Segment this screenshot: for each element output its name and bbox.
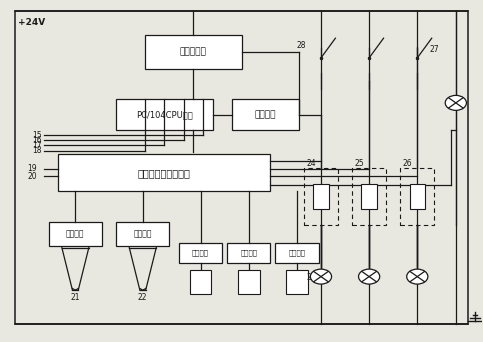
Bar bbox=[232, 100, 299, 130]
Text: 18: 18 bbox=[32, 146, 42, 155]
Bar bbox=[179, 242, 222, 263]
Bar bbox=[352, 168, 386, 225]
Circle shape bbox=[358, 269, 380, 284]
Bar bbox=[275, 242, 319, 263]
Bar bbox=[116, 100, 213, 130]
Circle shape bbox=[445, 95, 467, 110]
Text: 信号调理: 信号调理 bbox=[288, 249, 305, 256]
Bar bbox=[313, 184, 328, 209]
Text: 28: 28 bbox=[297, 41, 306, 50]
Text: +24V: +24V bbox=[17, 18, 45, 27]
Bar bbox=[145, 35, 242, 69]
Bar bbox=[304, 168, 338, 225]
Bar bbox=[238, 270, 259, 294]
Bar bbox=[190, 270, 212, 294]
Text: 信号调理: 信号调理 bbox=[66, 229, 85, 238]
Circle shape bbox=[311, 269, 331, 284]
Text: 信号调理: 信号调理 bbox=[192, 249, 209, 256]
Bar bbox=[410, 184, 425, 209]
Text: 26: 26 bbox=[403, 159, 412, 168]
Text: 信号调理: 信号调理 bbox=[133, 229, 152, 238]
Text: 27: 27 bbox=[429, 45, 439, 54]
Text: 25: 25 bbox=[355, 159, 364, 168]
Text: 20: 20 bbox=[27, 172, 37, 181]
Text: 15: 15 bbox=[32, 131, 42, 140]
Text: 23: 23 bbox=[307, 273, 316, 282]
Text: 16: 16 bbox=[32, 136, 42, 145]
Bar bbox=[400, 168, 434, 225]
Text: 信号调理: 信号调理 bbox=[240, 249, 257, 256]
Text: 19: 19 bbox=[27, 165, 37, 173]
Text: 21: 21 bbox=[71, 293, 80, 302]
Bar bbox=[116, 222, 169, 246]
Bar bbox=[58, 154, 270, 192]
Text: 17: 17 bbox=[32, 141, 42, 150]
Bar bbox=[49, 222, 102, 246]
Bar bbox=[361, 184, 377, 209]
Text: 22: 22 bbox=[138, 293, 147, 302]
Bar bbox=[286, 270, 308, 294]
Circle shape bbox=[407, 269, 428, 284]
Text: 24: 24 bbox=[307, 159, 316, 168]
Bar bbox=[227, 242, 270, 263]
Text: 电源模块: 电源模块 bbox=[255, 110, 276, 119]
Text: 平板显示器: 平板显示器 bbox=[180, 47, 207, 56]
Text: 多功能数据采集模块: 多功能数据采集模块 bbox=[138, 168, 191, 178]
Text: PC/104CPU模块: PC/104CPU模块 bbox=[136, 110, 193, 119]
